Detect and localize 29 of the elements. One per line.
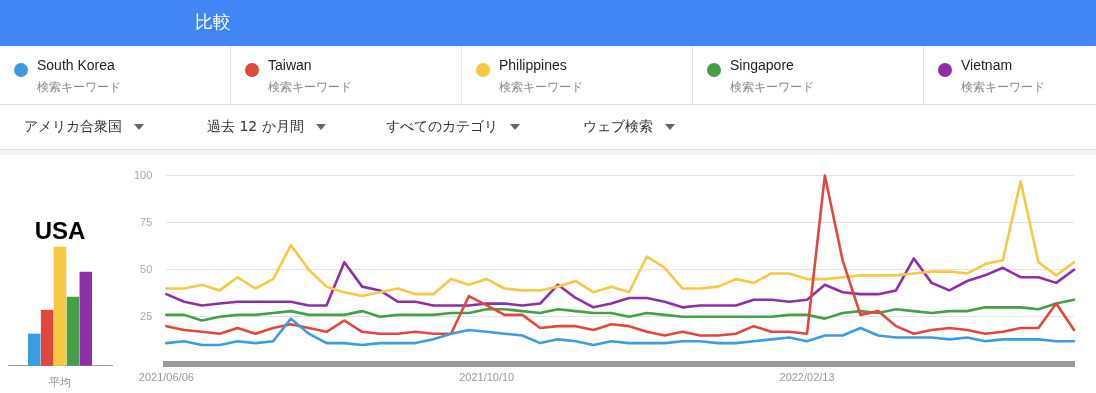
- text: 過去 12 か月間: [207, 118, 305, 136]
- bar: [79, 271, 93, 366]
- legend-label: Vietnam: [961, 57, 1013, 73]
- legend-label: Singapore: [730, 57, 794, 73]
- text: アメリカ合衆国: [24, 118, 123, 136]
- y-tick-label: 50: [140, 262, 153, 275]
- y-tick-label: 75: [140, 215, 153, 228]
- x-tick-label: 2021/10/10: [459, 371, 515, 384]
- chart-title: USA: [34, 217, 86, 245]
- text: 検索キーワード: [499, 79, 583, 96]
- text: 比較: [195, 10, 231, 34]
- text: すべてのカテゴリ: [386, 118, 499, 136]
- bar: [53, 246, 67, 366]
- legend-label: Philippines: [499, 57, 567, 73]
- bar: [27, 333, 41, 366]
- text: 検索キーワード: [730, 79, 814, 96]
- text: ウェブ検索: [583, 118, 654, 136]
- text: 検索キーワード: [268, 79, 352, 96]
- bar: [66, 296, 80, 366]
- x-tick-label: 平均: [49, 376, 71, 389]
- y-tick-label: 25: [140, 309, 153, 322]
- text: 検索キーワード: [37, 79, 121, 96]
- y-tick-label: 100: [133, 168, 153, 181]
- x-tick-label: 2021/06/06: [138, 371, 194, 384]
- text: 検索キーワード: [961, 79, 1045, 96]
- bar: [40, 309, 54, 366]
- legend-label: Taiwan: [268, 57, 312, 73]
- legend-label: South Korea: [37, 57, 115, 73]
- x-tick-label: 2022/02/13: [779, 371, 835, 384]
